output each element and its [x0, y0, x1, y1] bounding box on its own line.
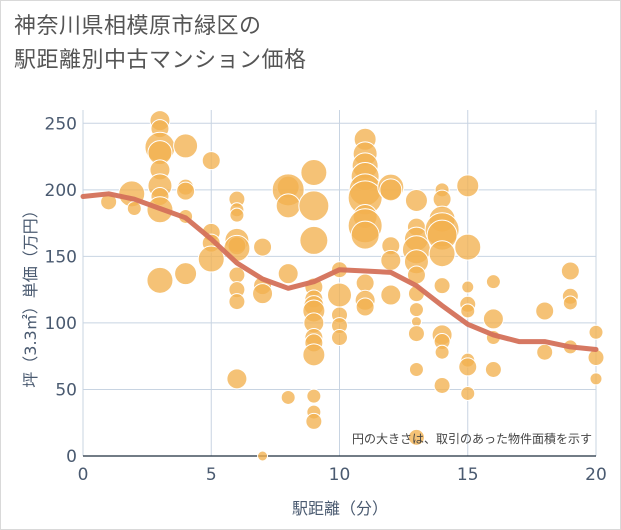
data-bubble: [588, 324, 604, 340]
data-bubble: [257, 450, 269, 462]
chart-title-line2: 駅距離別中古マンション価格: [14, 48, 307, 73]
data-bubble: [456, 174, 480, 198]
data-bubble: [460, 303, 476, 319]
data-bubble: [275, 193, 301, 219]
y-tick-label: 200: [45, 181, 77, 201]
data-bubble: [432, 189, 452, 209]
y-tick-label: 50: [55, 380, 77, 400]
data-bubble: [454, 233, 482, 261]
data-bubble: [433, 376, 451, 394]
data-bubble: [562, 295, 578, 311]
data-bubble: [407, 325, 425, 343]
x-tick-label: 5: [206, 465, 217, 485]
data-bubble: [458, 357, 478, 377]
data-bubble: [229, 207, 245, 223]
trend-line: [80, 191, 599, 352]
data-bubble: [331, 329, 348, 347]
data-bubble: [228, 293, 246, 311]
data-bubble: [226, 368, 248, 390]
data-bubble: [280, 389, 296, 405]
data-bubble: [433, 277, 451, 295]
bubble-series: [100, 110, 605, 462]
data-bubble: [404, 188, 428, 212]
data-bubble: [176, 181, 196, 201]
data-bubble: [379, 178, 403, 202]
data-bubble: [460, 385, 476, 401]
data-bubble: [485, 274, 501, 290]
data-bubble: [300, 159, 328, 187]
data-bubble: [253, 237, 273, 257]
chart-title: 神奈川県相模原市緑区の 駅距離別中古マンション価格: [14, 10, 307, 78]
x-tick-label: 10: [329, 465, 351, 485]
trend-line-group: [80, 191, 599, 352]
data-bubble: [380, 284, 402, 306]
data-bubble: [305, 412, 323, 430]
data-bubble: [560, 261, 580, 281]
data-bubble: [484, 361, 502, 378]
y-tick-label: 150: [45, 247, 77, 267]
data-bubble: [482, 308, 504, 330]
data-bubble: [408, 302, 424, 318]
x-tick-label: 0: [78, 465, 89, 485]
y-tick-label: 250: [45, 114, 77, 134]
data-bubble: [298, 190, 330, 222]
x-tick-label: 20: [585, 465, 607, 485]
x-axis-label: 駅距離（分）: [292, 499, 388, 518]
data-bubble: [174, 262, 198, 286]
data-bubble: [461, 280, 475, 294]
data-bubble: [380, 249, 402, 271]
data-bubble: [306, 388, 322, 404]
data-bubble: [407, 428, 425, 446]
data-bubble: [173, 133, 199, 159]
data-bubble: [277, 263, 299, 285]
y-axis-label: 坪（3.3㎡）単価（万円）: [21, 202, 40, 387]
data-bubble: [535, 301, 555, 321]
data-bubble: [299, 225, 329, 255]
x-tick-label: 15: [457, 465, 479, 485]
data-bubble: [355, 297, 375, 317]
chart-title-line1: 神奈川県相模原市緑区の: [14, 14, 262, 39]
data-bubble: [252, 283, 274, 305]
data-bubble: [589, 372, 603, 386]
data-bubble: [434, 344, 450, 360]
data-bubble: [146, 266, 174, 294]
data-bubble: [428, 240, 456, 268]
data-bubble: [201, 151, 221, 171]
y-tick-label: 0: [66, 447, 77, 467]
axis-ticks: 0 50 100 150 200 250 0 5 10 15 20: [45, 114, 607, 485]
bubble-size-note: 円の大きさは、取引のあった物件面積を示す: [352, 431, 592, 446]
data-bubble: [302, 343, 326, 367]
data-bubble: [197, 245, 225, 273]
data-bubble: [536, 343, 554, 361]
y-tick-label: 100: [45, 314, 77, 334]
data-bubble: [350, 220, 380, 250]
data-bubble: [355, 273, 375, 293]
data-bubble: [327, 282, 352, 308]
data-bubble: [408, 362, 424, 377]
